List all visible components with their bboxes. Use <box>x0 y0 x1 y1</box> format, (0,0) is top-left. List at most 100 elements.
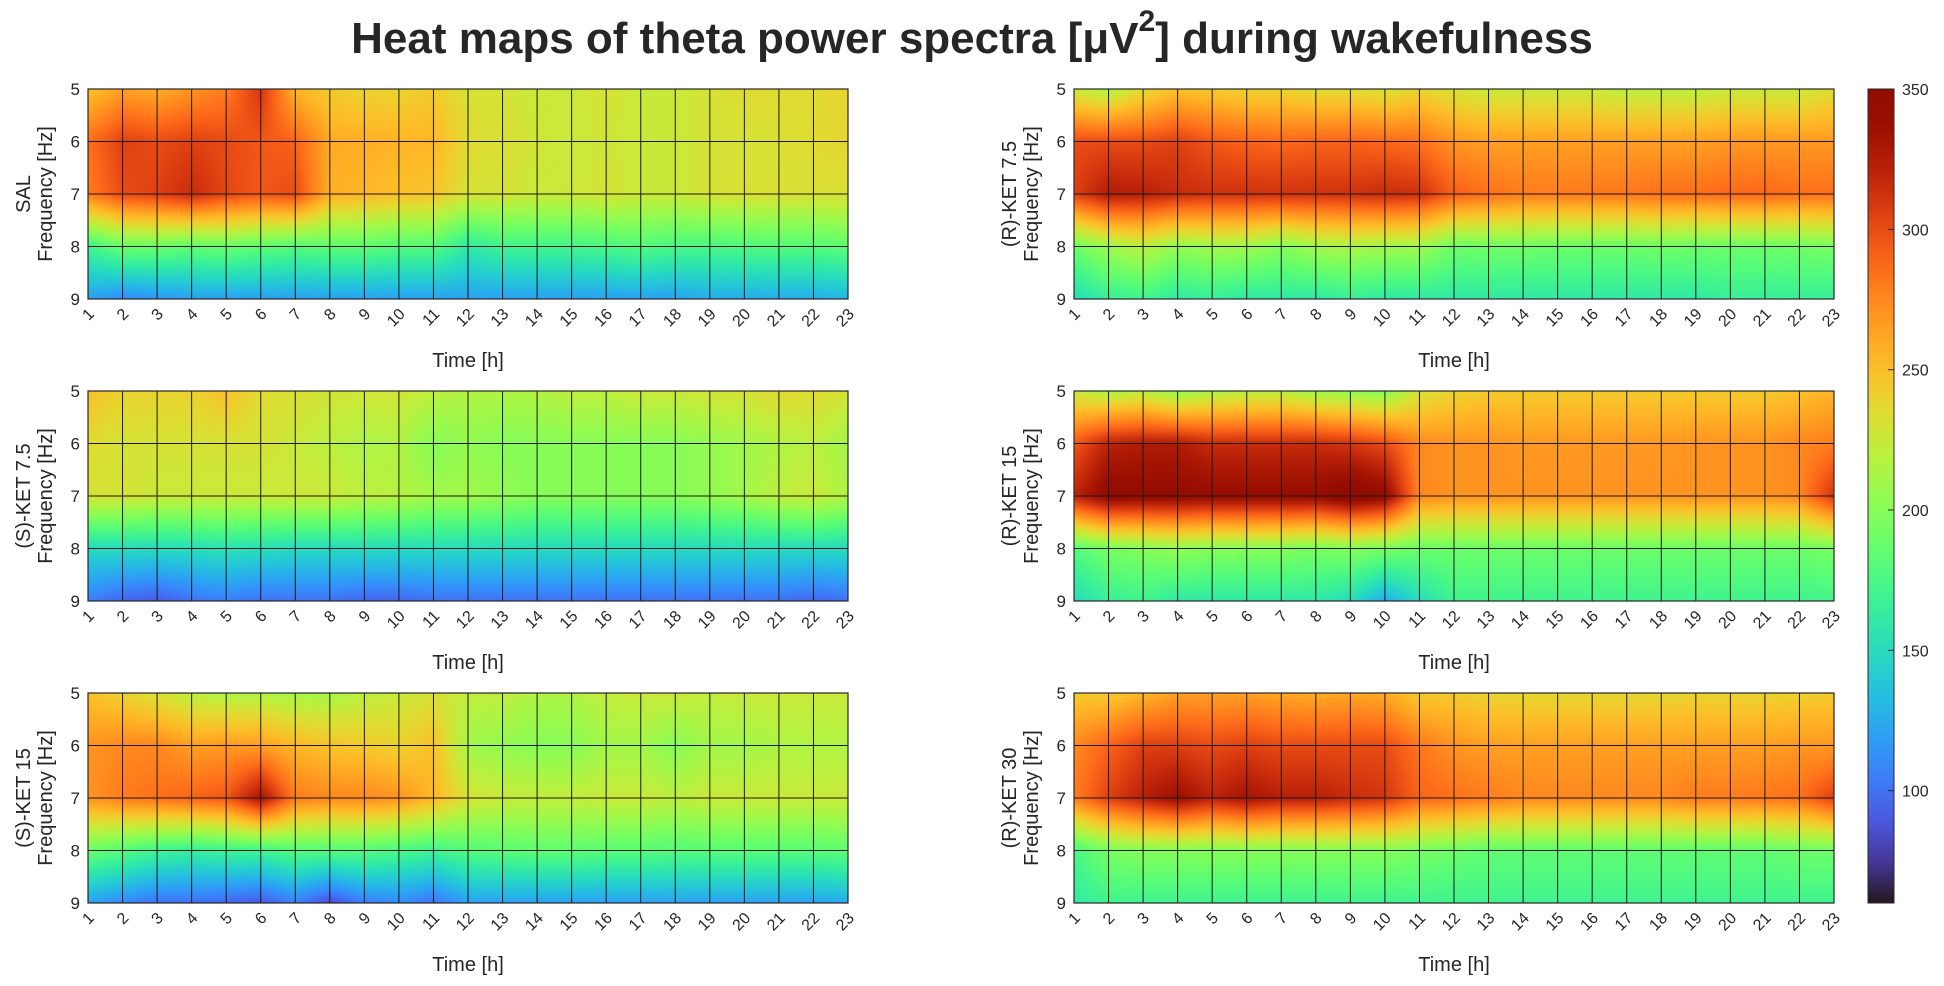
x-tick-label: 9 <box>356 306 374 324</box>
x-tick-label: 23 <box>833 910 858 935</box>
x-axis-label: Time [h] <box>432 652 504 674</box>
x-tick-label: 1 <box>80 910 98 928</box>
x-axis-label: Time [h] <box>1418 350 1490 372</box>
x-tick-label: 9 <box>356 910 374 928</box>
x-tick-label: 1 <box>1066 910 1084 928</box>
x-tick-label: 22 <box>799 608 824 633</box>
x-tick-label: 6 <box>1238 608 1256 626</box>
x-tick-label: 14 <box>522 608 547 633</box>
y-tick-label: 6 <box>71 133 80 152</box>
x-tick-label: 2 <box>114 306 132 324</box>
x-tick-label: 14 <box>1508 608 1533 633</box>
x-tick-label: 13 <box>488 608 513 633</box>
x-tick-label: 7 <box>1273 306 1291 324</box>
x-tick-label: 15 <box>557 910 582 935</box>
y-axis-label: Frequency [Hz] <box>35 730 57 866</box>
y-tick-label: 7 <box>1057 789 1066 808</box>
y-tick-label: 6 <box>1057 435 1066 454</box>
y-tick-label: 5 <box>71 382 80 401</box>
x-tick-label: 7 <box>287 306 305 324</box>
y-tick-label: 6 <box>1057 737 1066 756</box>
x-tick-label: 20 <box>730 910 755 935</box>
x-tick-label: 4 <box>183 608 201 626</box>
x-tick-label: 15 <box>1543 910 1568 935</box>
colorbar: 100 150 200 250 300 350 <box>1867 82 1929 904</box>
x-tick-label: 23 <box>1819 306 1844 331</box>
y-tick-label: 9 <box>1057 290 1066 309</box>
colorbar-tick-label: 100 <box>1902 784 1929 801</box>
x-tick-label: 13 <box>1474 306 1499 331</box>
x-tick-label: 5 <box>218 608 236 626</box>
y-tick-label: 7 <box>71 185 80 204</box>
y-tick-label: 5 <box>71 80 80 99</box>
x-tick-label: 20 <box>1716 910 1741 935</box>
x-tick-label: 9 <box>356 608 374 626</box>
y-tick-label: 9 <box>1057 592 1066 611</box>
y-axis-label: Frequency [Hz] <box>1021 126 1043 262</box>
x-tick-label: 1 <box>80 306 98 324</box>
x-tick-label: 19 <box>695 910 720 935</box>
y-tick-label: 5 <box>1057 684 1066 703</box>
x-tick-label: 12 <box>1439 910 1464 935</box>
y-tick-label: 7 <box>1057 487 1066 506</box>
x-tick-label: 21 <box>1750 910 1775 935</box>
panel-group-label: SAL <box>13 175 35 213</box>
x-tick-label: 12 <box>1439 306 1464 331</box>
y-axis-label: Frequency [Hz] <box>1021 730 1043 866</box>
x-tick-label: 12 <box>453 306 478 331</box>
x-tick-label: 6 <box>1238 306 1256 324</box>
x-tick-label: 4 <box>183 306 201 324</box>
x-tick-label: 3 <box>149 910 167 928</box>
x-tick-label: 4 <box>1169 910 1187 928</box>
x-tick-label: 1 <box>1066 306 1084 324</box>
title-suffix: ] during wakefulness <box>1155 14 1593 63</box>
x-tick-label: 13 <box>1474 608 1499 633</box>
y-tick-label: 6 <box>71 435 80 454</box>
x-tick-label: 16 <box>591 910 616 935</box>
x-tick-label: 8 <box>321 910 339 928</box>
y-tick-label: 6 <box>71 737 80 756</box>
x-tick-label: 23 <box>1819 608 1844 633</box>
x-tick-label: 11 <box>1406 306 1430 330</box>
panel-group-label: (S)-KET 15 <box>13 748 35 848</box>
x-tick-label: 21 <box>1750 608 1775 633</box>
x-tick-label: 13 <box>488 306 513 331</box>
panel-group-label: (R)-KET 30 <box>999 748 1021 849</box>
x-tick-label: 4 <box>183 910 201 928</box>
x-tick-label: 10 <box>1370 910 1395 935</box>
x-tick-label: 22 <box>1785 608 1810 633</box>
x-tick-label: 16 <box>1577 306 1602 331</box>
x-tick-label: 1 <box>1066 608 1084 626</box>
y-tick-label: 8 <box>71 842 80 861</box>
x-tick-label: 12 <box>453 608 478 633</box>
x-tick-label: 6 <box>1238 910 1256 928</box>
y-axis-label: Frequency [Hz] <box>35 428 57 564</box>
x-tick-label: 3 <box>1135 306 1153 324</box>
x-tick-label: 18 <box>660 306 685 331</box>
x-tick-label: 2 <box>1100 306 1118 324</box>
x-tick-label: 2 <box>1100 910 1118 928</box>
x-tick-label: 17 <box>626 910 651 935</box>
x-axis-label: Time [h] <box>432 954 504 976</box>
x-axis-label: Time [h] <box>1418 652 1490 674</box>
y-tick-label: 5 <box>71 684 80 703</box>
panel-group-label: (R)-KET 15 <box>999 446 1021 547</box>
plot-frame <box>87 692 849 904</box>
x-tick-label: 8 <box>321 306 339 324</box>
x-tick-label: 4 <box>1169 608 1187 626</box>
plot-frame <box>1073 390 1835 602</box>
colorbar-tick-label: 300 <box>1902 222 1929 239</box>
x-tick-label: 22 <box>799 306 824 331</box>
x-tick-label: 21 <box>1750 306 1775 331</box>
x-tick-label: 9 <box>1342 910 1360 928</box>
x-tick-label: 16 <box>591 306 616 331</box>
x-tick-label: 14 <box>1508 306 1533 331</box>
x-tick-label: 21 <box>764 608 789 633</box>
colorbar-tick-label: 350 <box>1902 82 1929 99</box>
x-tick-label: 10 <box>1370 608 1395 633</box>
x-tick-label: 3 <box>1135 608 1153 626</box>
x-tick-label: 20 <box>1716 306 1741 331</box>
x-tick-label: 14 <box>522 306 547 331</box>
